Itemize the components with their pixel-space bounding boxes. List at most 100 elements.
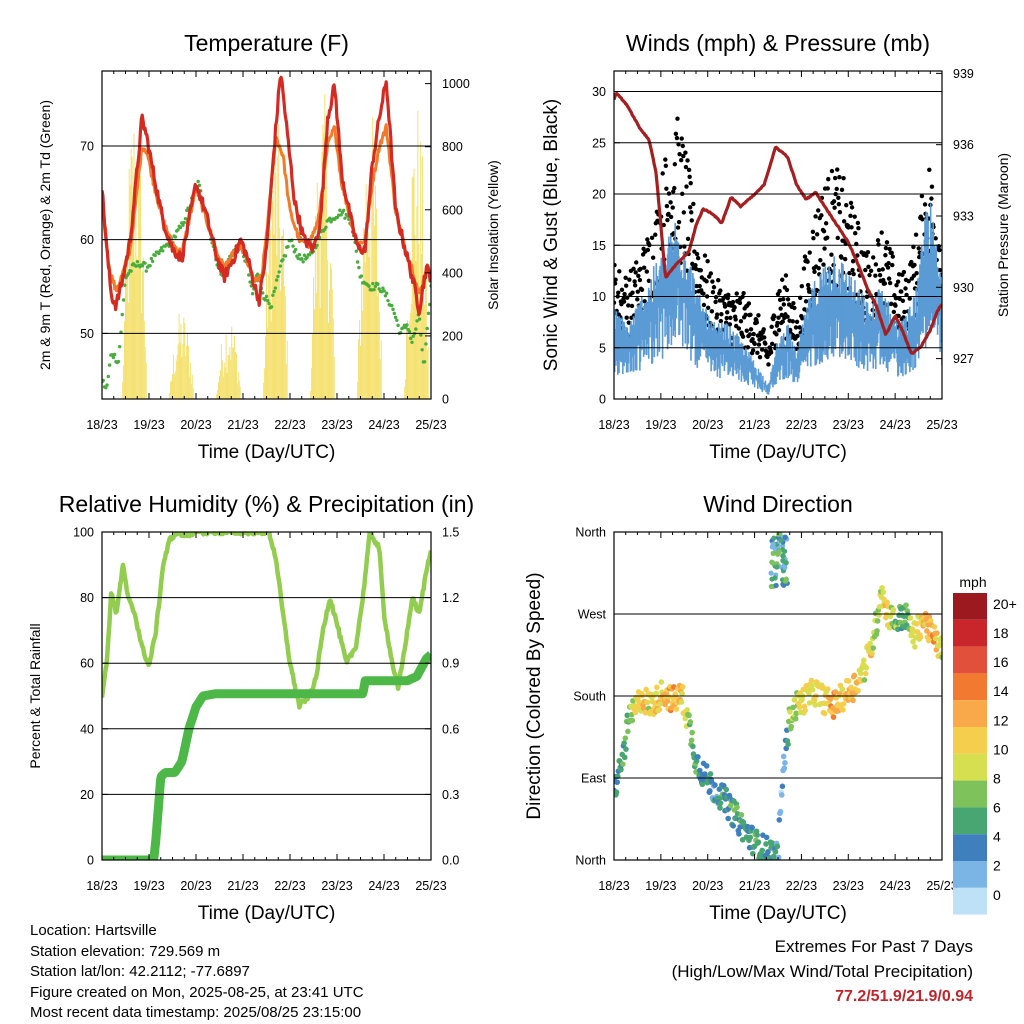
gust-point: [630, 290, 635, 295]
direction-point: [819, 684, 826, 690]
gust-point: [780, 277, 785, 282]
direction-point: [717, 800, 724, 806]
direction-point: [879, 585, 885, 591]
direction-point: [614, 789, 620, 796]
dewpoint-point: [407, 329, 412, 334]
dewpoint-point: [176, 228, 180, 232]
direction-point: [783, 578, 789, 584]
gust-point: [863, 267, 868, 273]
gust-point: [636, 273, 641, 279]
gust-point: [738, 318, 744, 324]
direction-point: [640, 705, 647, 711]
gust-point: [713, 295, 719, 300]
gust-point: [626, 320, 632, 325]
dewpoint-point: [354, 249, 359, 253]
legend-label: 2: [993, 858, 1001, 874]
gust-point: [776, 327, 782, 333]
gust-point: [865, 250, 871, 255]
dewpoint-point: [373, 284, 378, 289]
legend-swatch: [953, 861, 987, 888]
gust-point: [814, 232, 820, 237]
y-tick-label: 60: [80, 233, 94, 247]
x-tick-label: 25/23: [926, 879, 957, 893]
gust-point: [899, 289, 904, 294]
gust-point: [766, 362, 771, 367]
direction-point: [723, 786, 730, 793]
gust-point: [909, 259, 914, 265]
direction-point: [657, 701, 663, 707]
direction-point: [639, 692, 646, 699]
gust-point: [883, 253, 888, 258]
gust-point: [748, 312, 753, 318]
gust-point: [672, 162, 678, 167]
gust-point: [704, 279, 709, 284]
dewpoint-point: [409, 336, 413, 341]
gust-point: [787, 327, 793, 333]
gust-point: [685, 236, 691, 242]
gust-point: [777, 288, 782, 294]
gust-point: [683, 164, 689, 170]
gust-point: [890, 262, 895, 268]
x-tick-label: 23/23: [321, 879, 352, 893]
y2-tick-label: 800: [442, 140, 463, 154]
gust-point: [653, 232, 658, 237]
dewpoint-point: [390, 303, 394, 308]
dewpoint-point: [276, 274, 280, 279]
gust-point: [709, 309, 715, 314]
direction-point: [769, 840, 776, 846]
direction-point: [776, 548, 782, 555]
pressure-line: [614, 91, 942, 355]
gust-point: [621, 299, 627, 304]
direction-point: [845, 678, 852, 684]
x-axis-label: Time (Day/UTC): [709, 903, 847, 924]
gust-point: [614, 308, 619, 314]
y2-tick-label: 0.3: [442, 788, 459, 802]
gust-point: [793, 325, 799, 330]
temperature-chart: 18/23 19/23 20/23 21/23 22/23 23/23 24/23 25/23…: [37, 30, 501, 463]
direction-point: [806, 690, 812, 697]
gust-point: [726, 292, 731, 298]
gust-point: [748, 327, 754, 332]
gust-point: [850, 259, 856, 264]
gust-point: [627, 277, 632, 282]
gust-point: [756, 313, 761, 318]
y-axis-label: Percent & Total Rainfall: [27, 623, 43, 768]
y-tick-label: 80: [80, 591, 94, 605]
gust-point: [645, 237, 650, 242]
y-axis-label: 2m & 9m T (Red, Orange) & 2m Td (Green): [37, 100, 53, 370]
station-latlon: Station lat/lon: 42.2112; -77.6897: [30, 963, 250, 980]
gust-point: [772, 314, 777, 319]
gust-point: [756, 342, 762, 347]
legend-swatch: [953, 780, 987, 808]
direction-point: [932, 635, 939, 642]
dewpoint-point: [424, 342, 428, 346]
gust-point: [689, 210, 694, 215]
gust-point: [839, 187, 845, 193]
dewpoint-point: [273, 286, 278, 290]
dewpoint-point: [420, 348, 424, 352]
gust-point: [805, 259, 810, 264]
direction-point: [821, 710, 828, 717]
dewpoint-point: [419, 333, 423, 337]
direction-point: [678, 699, 685, 705]
gust-point: [719, 311, 724, 317]
gust-point: [836, 195, 841, 201]
gust-point: [751, 331, 756, 337]
x-tick-label: 18/23: [86, 418, 117, 432]
dewpoint-point: [112, 352, 117, 357]
dewpoint-point: [395, 318, 399, 322]
direction-point: [747, 834, 754, 841]
x-tick-label: 25/23: [415, 418, 446, 432]
dewpoint-point: [371, 281, 375, 286]
gust-point: [841, 175, 846, 181]
gust-point: [886, 260, 891, 266]
gust-point: [832, 205, 837, 210]
y2-tick-label: 200: [442, 329, 463, 343]
temperature-plot-area: [102, 75, 431, 399]
direction-point: [913, 621, 920, 627]
gust-point: [879, 230, 884, 235]
dewpoint-point: [396, 323, 400, 328]
direction-point: [867, 640, 873, 647]
x-tick-label: 18/23: [598, 879, 629, 893]
direction-point: [773, 582, 779, 589]
